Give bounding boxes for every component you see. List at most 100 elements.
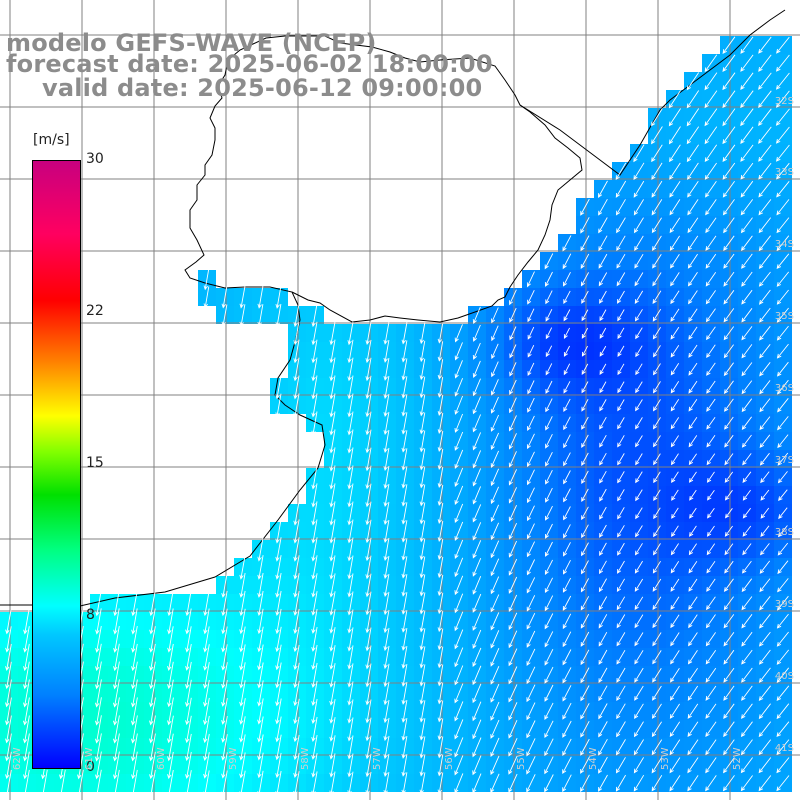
wind-arrow — [275, 537, 282, 562]
wind-arrow — [401, 574, 408, 597]
wind-arrow — [581, 398, 589, 412]
wind-arrow — [508, 451, 517, 468]
wind-arrow — [221, 626, 228, 653]
wind-arrow — [491, 307, 499, 324]
wind-arrow — [653, 525, 661, 538]
wind-arrow — [760, 489, 770, 501]
wind-arrow — [203, 590, 210, 617]
wind-arrow — [257, 698, 264, 725]
wind-arrow — [311, 591, 318, 616]
lat-label: 32S — [774, 96, 794, 107]
wind-arrow — [598, 738, 608, 756]
colorbar-tick-8: 8 — [86, 607, 95, 623]
wind-arrow — [508, 469, 518, 486]
wind-arrow — [723, 271, 735, 287]
wind-arrow — [580, 703, 590, 720]
wind-arrow — [383, 681, 390, 706]
wind-arrow — [437, 377, 444, 398]
wind-arrow — [419, 754, 426, 777]
wind-arrow — [275, 519, 282, 544]
wind-arrow — [758, 181, 772, 198]
wind-arrow — [23, 626, 30, 653]
wind-arrow — [705, 667, 717, 683]
wind-arrow — [599, 506, 607, 520]
wind-arrow — [741, 578, 753, 593]
wind-arrow — [562, 613, 572, 630]
wind-arrow — [508, 397, 517, 414]
wind-arrow — [562, 595, 572, 611]
wind-arrow — [526, 666, 536, 685]
wind-arrow — [758, 685, 771, 701]
wind-arrow — [185, 679, 192, 708]
wind-arrow — [185, 590, 192, 617]
wind-arrow — [598, 272, 608, 287]
wind-arrow — [562, 738, 572, 756]
wind-arrow — [741, 614, 753, 629]
wind-arrow — [563, 452, 571, 467]
wind-arrow — [562, 720, 572, 738]
wind-arrow — [633, 739, 644, 756]
wind-arrow — [472, 701, 482, 722]
wind-arrow — [203, 268, 210, 291]
wind-arrow — [365, 609, 372, 634]
wind-arrow — [545, 416, 553, 431]
wind-arrow — [544, 253, 554, 270]
wind-arrow — [131, 643, 138, 672]
wind-arrow — [616, 721, 626, 738]
wind-arrow — [526, 774, 536, 793]
wind-arrow — [472, 522, 482, 541]
wind-arrow — [419, 646, 426, 669]
wind-arrow — [383, 483, 390, 507]
wind-arrow — [741, 398, 753, 413]
wind-arrow — [239, 304, 246, 327]
wind-arrow — [329, 537, 336, 562]
wind-arrow — [365, 339, 372, 364]
wind-arrow — [776, 379, 789, 395]
wind-arrow — [113, 608, 120, 635]
wind-arrow — [419, 610, 426, 633]
wind-arrow — [508, 755, 518, 775]
wind-arrow — [759, 398, 771, 413]
wind-arrow — [687, 685, 699, 701]
wind-arrow — [544, 559, 554, 575]
wind-arrow — [347, 357, 354, 382]
wind-arrow — [562, 756, 572, 775]
wind-arrow — [776, 162, 790, 180]
wind-arrow — [651, 739, 663, 756]
wind-arrow — [758, 90, 772, 108]
wind-arrow — [562, 702, 572, 720]
wind-arrow — [5, 769, 12, 797]
wind-arrow — [545, 469, 553, 485]
wind-arrow — [526, 577, 536, 594]
wind-arrow — [347, 555, 354, 580]
wind-arrow — [275, 698, 282, 725]
wind-arrow — [777, 398, 789, 413]
wind-arrow — [112, 733, 120, 762]
wind-arrow — [741, 649, 753, 665]
wind-arrow — [472, 683, 482, 704]
wind-arrow — [599, 363, 607, 375]
wind-arrow — [526, 559, 536, 576]
wind-arrow — [580, 272, 589, 287]
wind-arrow — [598, 596, 608, 611]
lat-label: 33S — [774, 167, 794, 178]
wind-arrow — [563, 559, 571, 575]
wind-arrow — [599, 381, 607, 394]
wind-arrow — [615, 162, 627, 181]
wind-arrow — [670, 650, 680, 665]
wind-arrow — [598, 703, 608, 720]
wind-arrow — [687, 272, 698, 287]
wind-arrow — [401, 376, 408, 399]
wind-arrow — [723, 667, 735, 683]
lon-label: 59W — [228, 747, 239, 770]
wind-arrow — [652, 290, 662, 305]
wind-arrow — [563, 416, 571, 431]
wind-arrow — [239, 770, 246, 797]
wind-arrow — [616, 199, 626, 216]
wind-arrow — [776, 685, 790, 701]
wind-arrow — [776, 199, 790, 216]
wind-arrow — [383, 393, 390, 417]
wind-arrow — [311, 519, 318, 544]
wind-arrow — [383, 447, 390, 471]
wind-arrow — [688, 344, 698, 358]
